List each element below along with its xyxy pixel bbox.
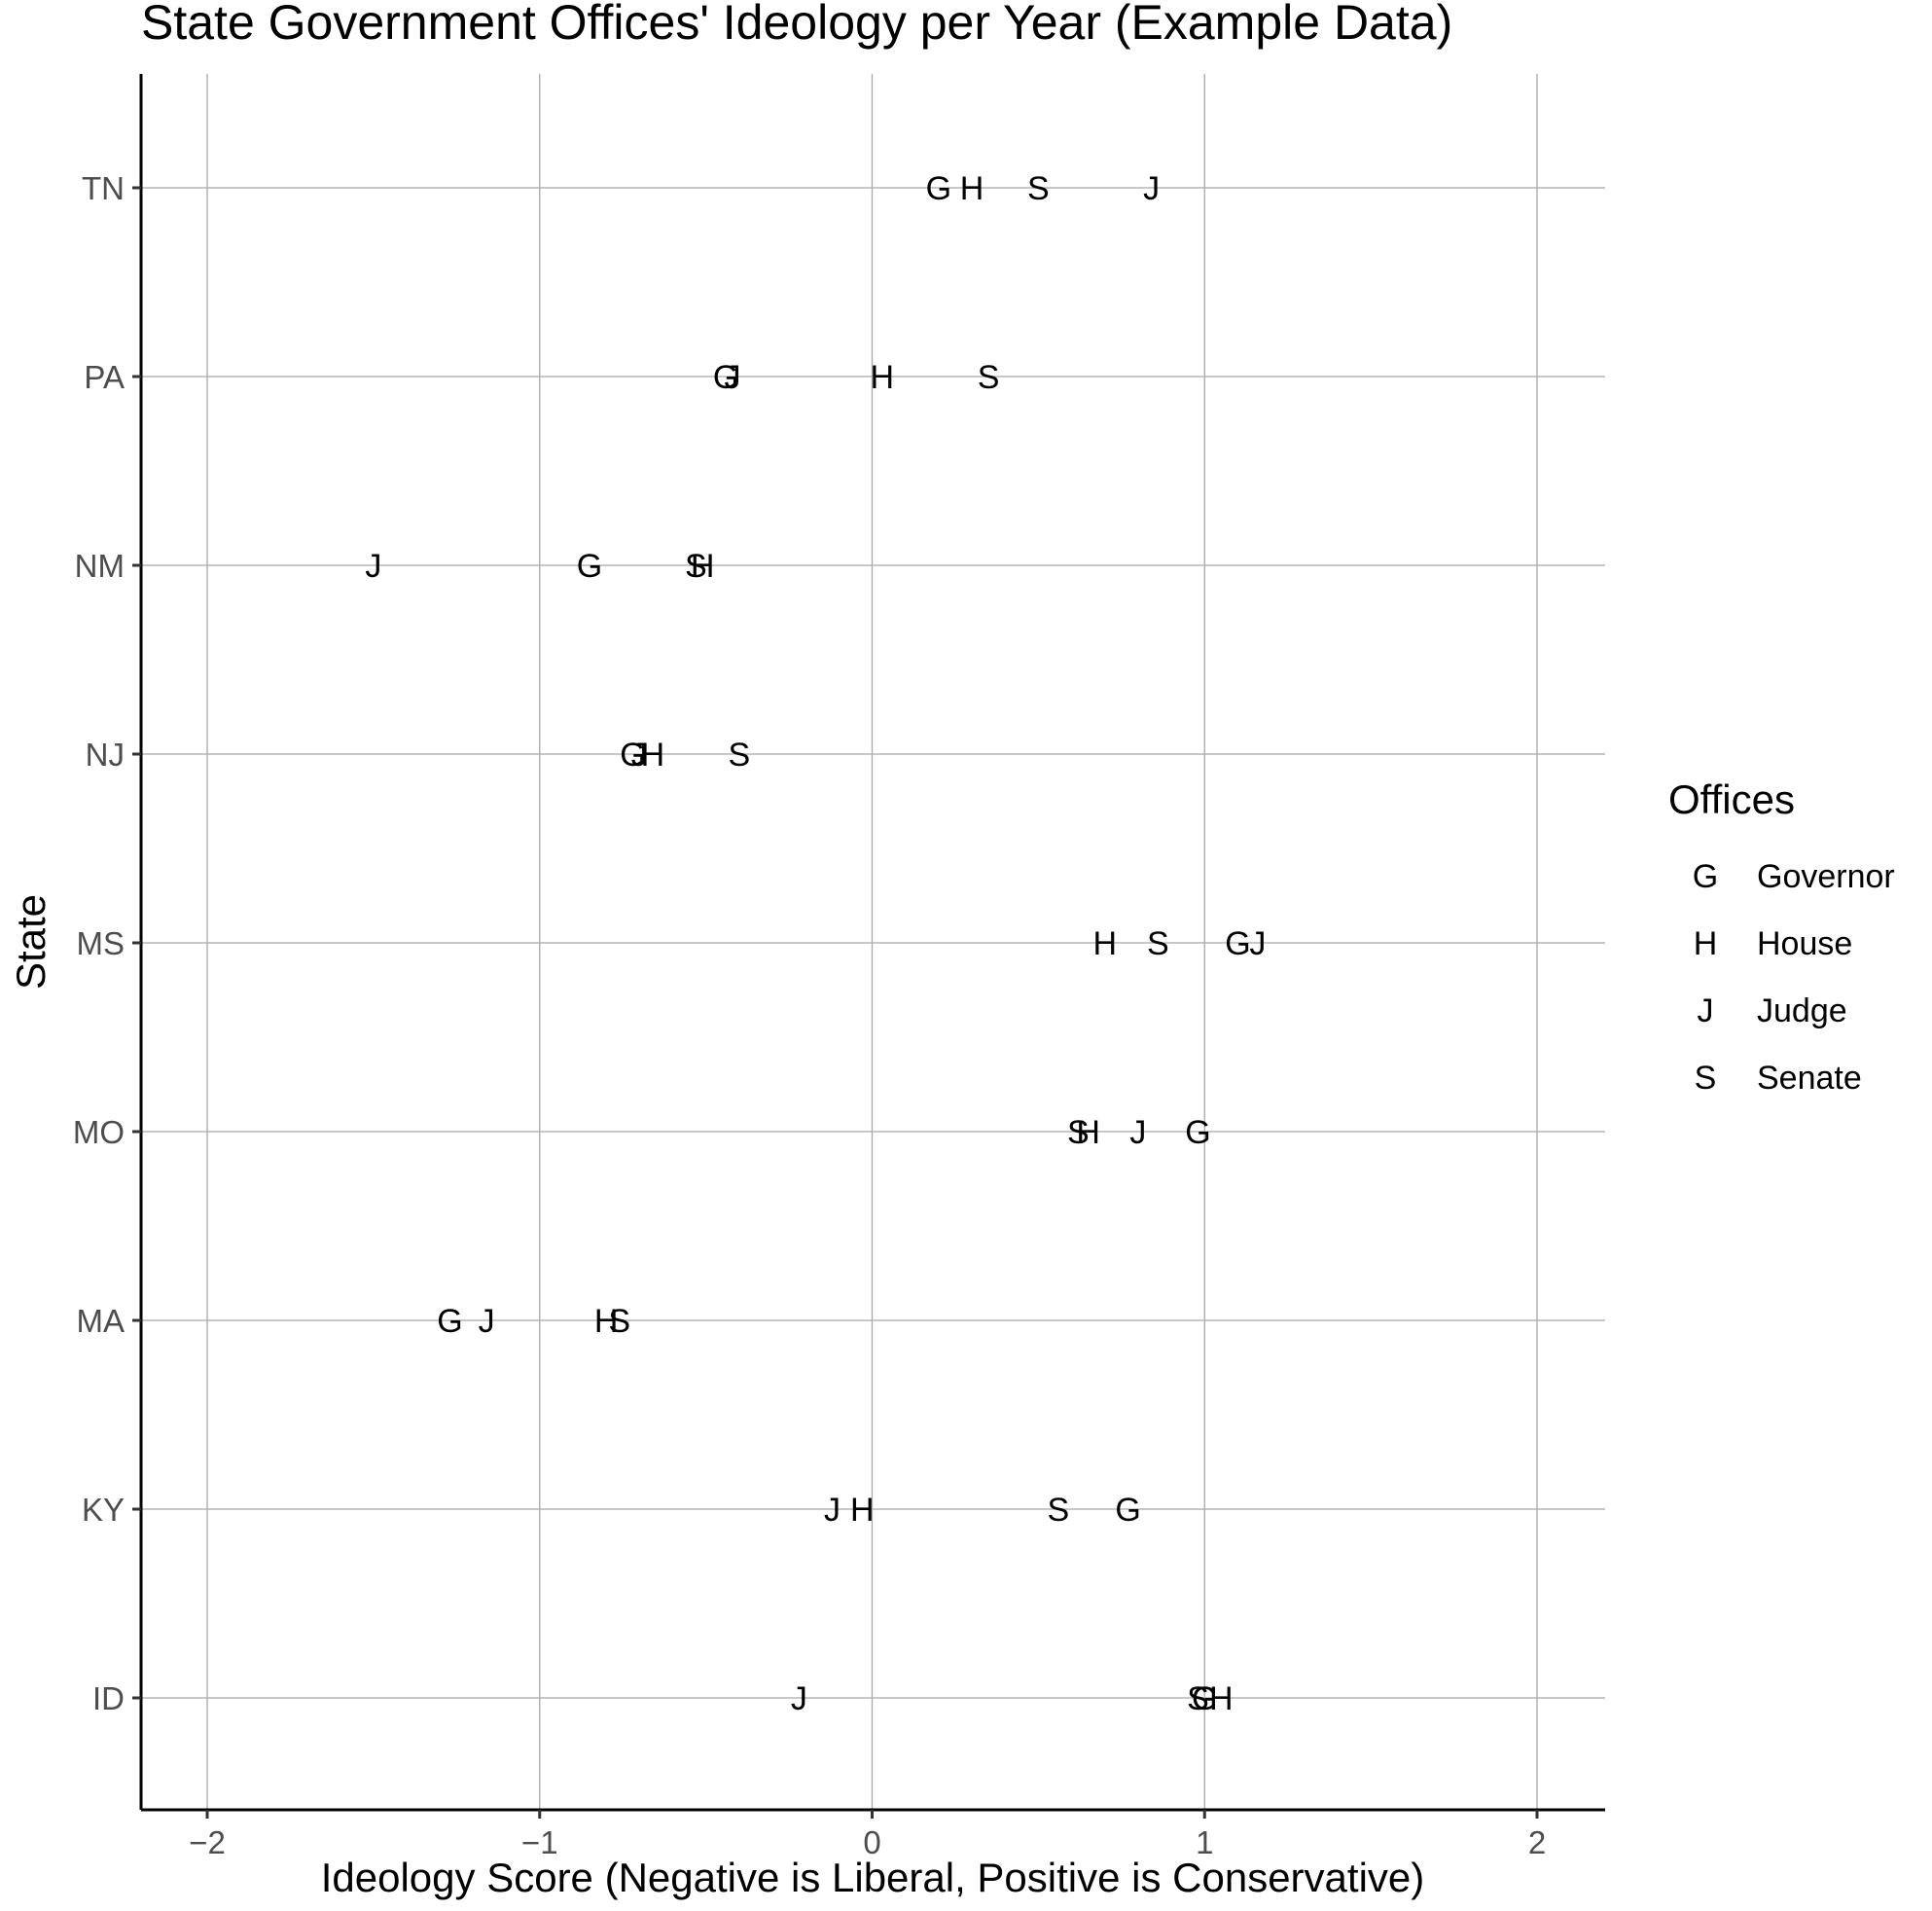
point-s-nj: S [728,737,750,774]
legend-key-s: S [1695,1060,1717,1097]
legend-label-senate: Senate [1757,1060,1862,1097]
point-g-ms: G [1225,925,1250,962]
point-h-tn: H [960,170,984,207]
point-s-ms: S [1147,925,1169,962]
point-h-mo: H [1076,1114,1100,1151]
x-tick-label: 1 [1196,1824,1213,1860]
y-tick-label: PA [84,359,125,395]
point-h-ms: H [1092,925,1117,962]
point-g-nj: G [620,737,645,774]
point-j-pa: J [724,359,740,396]
point-j-nm: J [365,548,381,585]
point-j-ms: J [1249,925,1266,962]
legend-key-g: G [1693,858,1718,895]
x-axis-ticks: −2 −1 0 1 2 [189,1810,1546,1860]
point-s-ma: S [608,1303,630,1340]
point-j-nj: J [631,737,648,774]
legend-entries: G Governor H House J Judge S Senate [1693,858,1895,1097]
legend-key-j: J [1698,992,1714,1029]
legend-label-house: House [1757,925,1852,962]
y-axis-title: State [8,894,54,990]
y-axis-ticks: ID KY MA MO MS NJ NM PA TN [73,170,141,1716]
y-tick-label: NM [75,548,125,584]
point-g-pa: G [713,359,738,396]
legend-title: Offices [1668,776,1795,822]
point-g-ma: G [437,1303,462,1340]
point-g-tn: G [926,170,951,207]
point-g-id: G [1192,1680,1217,1717]
chart-title: State Government Offices' Ideology per Y… [141,0,1452,50]
y-tick-label: ID [92,1680,125,1716]
grid-layer [141,74,1605,1810]
point-h-id: H [1209,1680,1234,1717]
point-g-mo: G [1185,1114,1210,1151]
point-h-ky: H [850,1492,875,1529]
x-axis-title: Ideology Score (Negative is Liberal, Pos… [321,1855,1425,1900]
legend-label-governor: Governor [1757,858,1895,895]
point-s-id: S [1187,1680,1209,1717]
point-s-tn: S [1027,170,1050,207]
x-tick-label: −1 [521,1824,558,1860]
point-j-ky: J [824,1492,841,1529]
point-j-id: J [791,1680,807,1717]
point-g-nm: G [577,548,602,585]
point-s-ky: S [1048,1492,1070,1529]
point-j-tn: J [1143,170,1160,207]
y-tick-label: MO [73,1114,125,1150]
point-j-mo: J [1129,1114,1146,1151]
x-tick-label: −2 [189,1824,226,1860]
point-h-nm: H [691,548,715,585]
point-g-ky: G [1115,1492,1140,1529]
point-h-pa: H [870,359,894,396]
point-s-pa: S [978,359,1000,396]
legend-key-h: H [1694,925,1718,962]
y-tick-label: MS [77,925,125,961]
point-j-ma: J [479,1303,495,1340]
legend: Offices G Governor H House J Judge S Senate [1668,776,1895,1097]
y-tick-label: TN [82,170,125,206]
legend-label-judge: Judge [1757,992,1847,1029]
point-h-ma: H [594,1303,619,1340]
x-tick-label: 0 [863,1824,880,1860]
point-s-nm: S [685,548,707,585]
y-tick-label: KY [82,1492,125,1528]
point-s-mo: S [1067,1114,1090,1151]
x-tick-label: 2 [1528,1824,1546,1860]
y-tick-label: NJ [86,737,125,773]
y-tick-label: MA [77,1303,125,1339]
point-h-nj: H [641,737,665,774]
